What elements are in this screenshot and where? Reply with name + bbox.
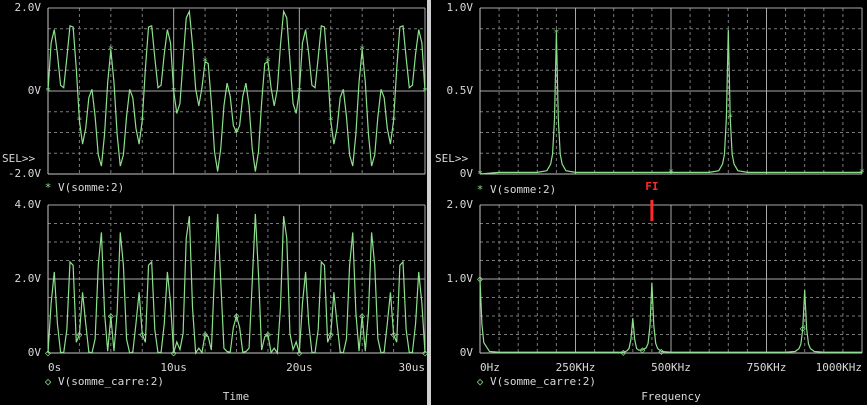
data-marker: ◇ <box>296 348 302 359</box>
legend-marker: ◇ <box>477 375 484 388</box>
data-marker: ◇ <box>233 311 239 322</box>
data-marker: ◇ <box>639 345 645 356</box>
y-tick-label: -2.0V <box>8 167 41 180</box>
data-marker: * <box>139 115 145 126</box>
data-marker: ◇ <box>391 330 397 341</box>
annotation-label: FI <box>645 180 658 193</box>
x-tick-label: 0Hz <box>480 361 500 374</box>
pane-divider <box>427 0 431 405</box>
x-axis-title: Frequency <box>641 390 701 403</box>
x-tick-label: 0s <box>48 361 61 374</box>
y-tick-label: 2.0V <box>447 198 474 211</box>
data-marker: * <box>727 113 733 124</box>
x-axis-title: Time <box>223 390 250 403</box>
data-marker: * <box>108 45 114 56</box>
data-marker: * <box>202 57 208 68</box>
legend-label: V(somme:2) <box>58 181 124 194</box>
series-line <box>479 29 862 175</box>
y-tick-label: 0V <box>28 84 42 97</box>
legend-label: V(somme_carre:2) <box>58 375 164 388</box>
y-tick-label: 1.0V <box>447 1 474 14</box>
data-marker: * <box>391 115 397 126</box>
data-marker: * <box>422 86 428 97</box>
x-tick-label: 10us <box>160 361 187 374</box>
data-marker: * <box>553 28 559 39</box>
y-tick-label: 2.0V <box>15 1 42 14</box>
selector-label: SEL>> <box>2 152 35 165</box>
data-marker: ◇ <box>359 311 365 322</box>
data-marker: ◇ <box>422 348 428 359</box>
y-tick-label: 0V <box>28 346 42 359</box>
data-marker: * <box>45 86 51 97</box>
data-marker: ◇ <box>620 347 626 358</box>
y-tick-label: 0.5V <box>447 84 474 97</box>
data-marker: ◇ <box>477 274 483 285</box>
legend-label: V(somme:2) <box>490 183 556 196</box>
data-marker: ◇ <box>265 330 271 341</box>
x-tick-label: 1000KHz <box>816 361 862 374</box>
data-marker: * <box>477 169 483 180</box>
y-tick-label: 2.0V <box>15 272 42 285</box>
series-line <box>47 213 426 355</box>
x-tick-label: 20us <box>286 361 313 374</box>
data-marker: * <box>328 115 334 126</box>
legend-label: V(somme_carre:2) <box>490 375 596 388</box>
x-tick-label: 500KHz <box>651 361 691 374</box>
x-tick-label: 30us <box>399 361 426 374</box>
data-marker: ◇ <box>658 347 664 358</box>
x-tick-label: 250KHz <box>556 361 596 374</box>
data-marker: ◇ <box>45 348 51 359</box>
legend-marker: * <box>45 181 52 194</box>
legend-marker: ◇ <box>45 375 52 388</box>
series-line <box>479 278 862 353</box>
data-marker: ◇ <box>202 330 208 341</box>
y-tick-label: 0V <box>460 346 474 359</box>
data-marker: ◇ <box>171 348 177 359</box>
data-marker: ◇ <box>800 324 806 335</box>
data-marker: * <box>171 86 177 97</box>
x-tick-label: 750KHz <box>747 361 787 374</box>
series-line <box>47 9 426 172</box>
y-tick-label: 0V <box>460 167 474 180</box>
data-marker: ◇ <box>328 330 334 341</box>
data-marker: ◇ <box>108 311 114 322</box>
legend-marker: * <box>477 183 484 196</box>
data-marker: * <box>296 86 302 97</box>
selector-label: SEL>> <box>435 152 468 165</box>
data-marker: * <box>359 45 365 56</box>
data-marker: * <box>859 167 865 178</box>
data-marker: * <box>668 167 674 178</box>
data-marker: * <box>76 115 82 126</box>
y-tick-label: 4.0V <box>15 198 42 211</box>
data-marker: ◇ <box>76 330 82 341</box>
y-tick-label: 1.0V <box>447 272 474 285</box>
data-marker: * <box>233 128 239 139</box>
data-marker: * <box>265 57 271 68</box>
data-marker: ◇ <box>139 330 145 341</box>
